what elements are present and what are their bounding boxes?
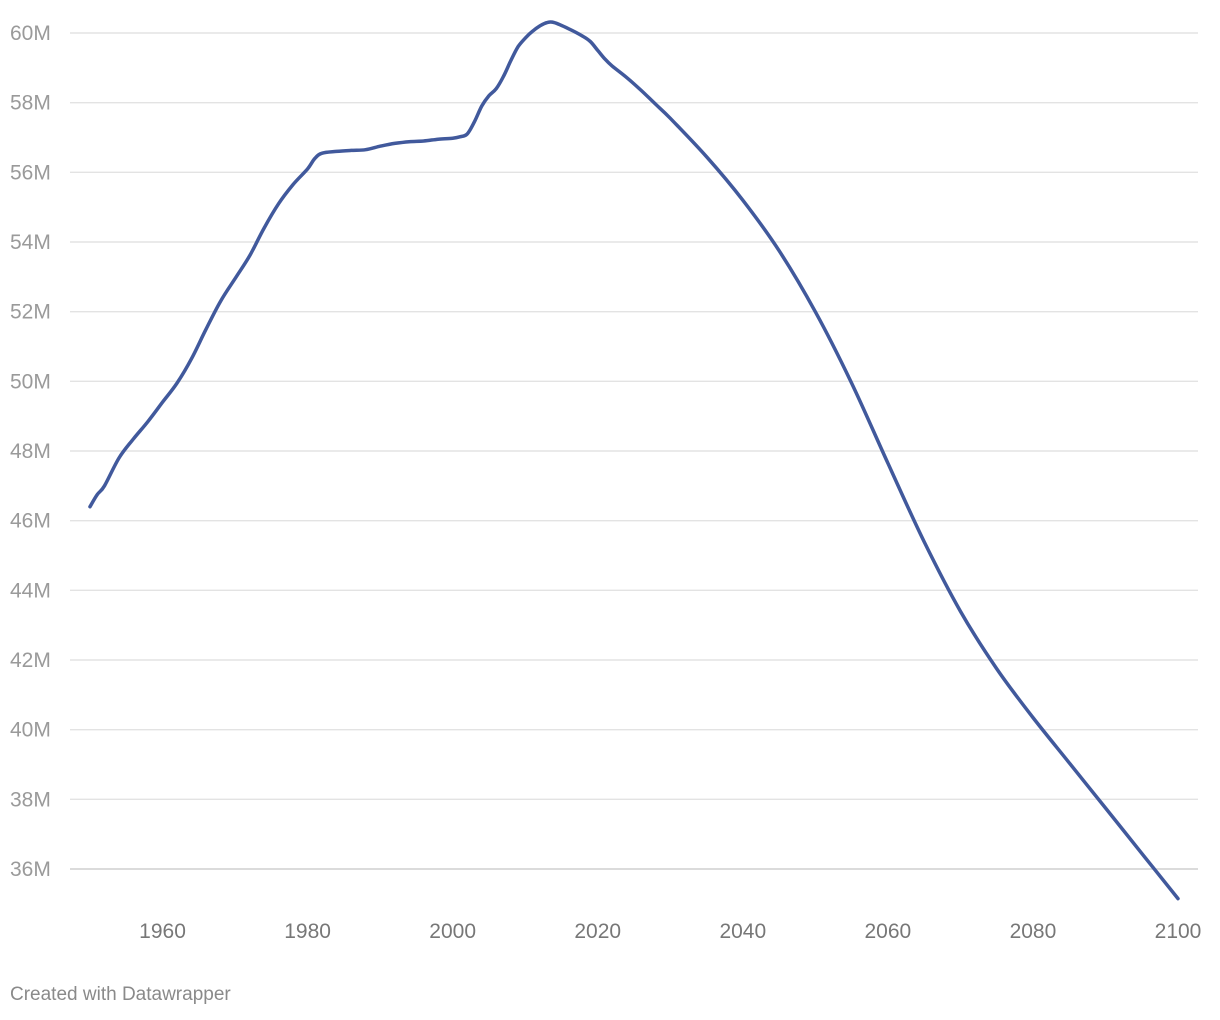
y-tick-label: 56M <box>10 161 51 184</box>
x-tick-label: 2080 <box>1010 920 1057 943</box>
x-tick-label: 1980 <box>284 920 331 943</box>
x-axis-tick-labels: 1960 1980 2000 2020 2040 2060 2080 2100 <box>139 920 1201 943</box>
series-line-0 <box>88 20 1180 901</box>
y-axis-tick-labels: 36M 38M 40M 42M 44M 46M 48M 50M 52M 54M 56M 58M 60M <box>10 22 51 881</box>
x-tick-label: 2000 <box>429 920 476 943</box>
x-tick-label: 2100 <box>1155 920 1202 943</box>
y-tick-label: 58M <box>10 92 51 115</box>
y-tick-label: 38M <box>10 788 51 811</box>
gridlines <box>70 32 1198 870</box>
y-tick-label: 42M <box>10 649 51 672</box>
x-tick-label: 2040 <box>719 920 766 943</box>
x-tick-label: 2020 <box>574 920 621 943</box>
y-tick-label: 46M <box>10 510 51 533</box>
datawrapper-credit: Created with Datawrapper <box>10 984 231 1005</box>
y-tick-label: 36M <box>10 858 51 881</box>
y-tick-label: 60M <box>10 22 51 45</box>
x-tick-label: 2060 <box>865 920 912 943</box>
y-tick-label: 48M <box>10 440 51 463</box>
y-tick-label: 40M <box>10 719 51 742</box>
y-tick-label: 44M <box>10 579 51 602</box>
x-tick-label: 1960 <box>139 920 186 943</box>
series-lines <box>88 20 1180 901</box>
y-tick-label: 50M <box>10 370 51 393</box>
line-chart: 36M38M40M42M44M46M48M50M52M54M56M58M60M … <box>10 20 1201 943</box>
y-tick-label: 52M <box>10 301 51 324</box>
y-tick-label: 54M <box>10 231 51 254</box>
